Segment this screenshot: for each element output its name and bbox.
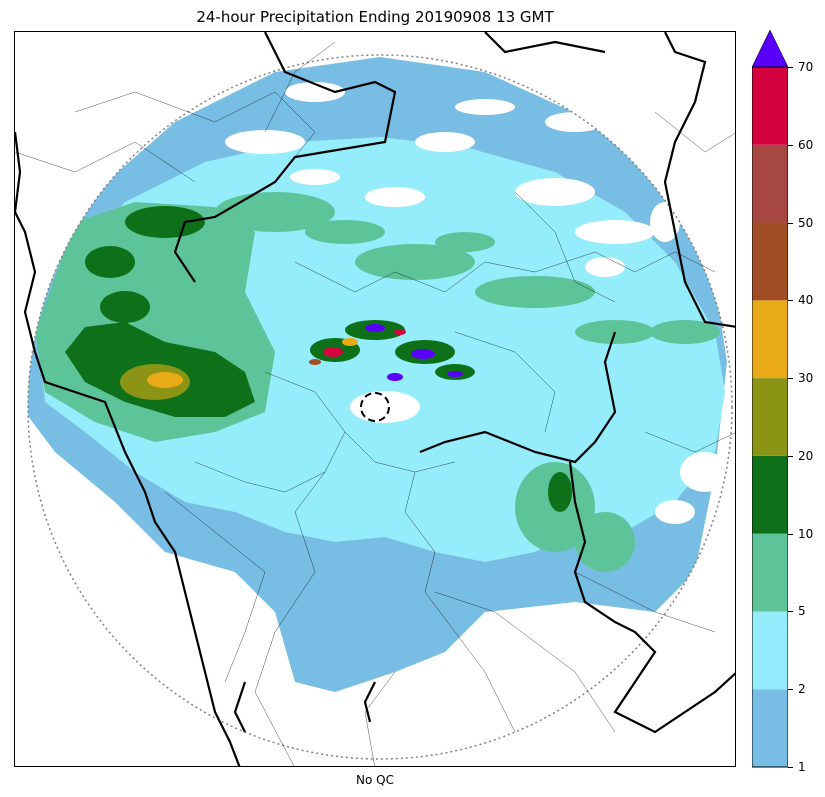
colorbar-tick-label: 60 xyxy=(798,137,814,152)
district-boundaries xyxy=(15,41,735,766)
colorbar-tick-mark xyxy=(788,455,793,457)
colorbar-bin-2-5 xyxy=(752,611,788,690)
map-panel[interactable] xyxy=(14,31,736,767)
colorbar-tick-mark xyxy=(788,378,793,380)
colorbar-bin-30-40 xyxy=(752,300,788,379)
colorbar-tick-label: 1 xyxy=(798,760,806,774)
colorbar-tick-label: 70 xyxy=(798,60,814,74)
colorbar-tick-mark xyxy=(788,222,793,224)
colorbar-tick-label: 40 xyxy=(798,293,814,308)
colorbar-tick-label: 10 xyxy=(798,526,814,541)
state-boundaries xyxy=(15,32,735,766)
colorbar-tick-mark xyxy=(788,689,793,691)
colorbar-bin-40-50 xyxy=(752,222,788,301)
precipitation-map xyxy=(15,32,735,766)
colorbar-extend-arrow xyxy=(752,30,788,68)
map-title: 24-hour Precipitation Ending 20190908 13… xyxy=(196,8,554,26)
colorbar-tick-mark xyxy=(788,533,793,535)
convective-cells xyxy=(309,320,475,381)
colorbar-bin-20-30 xyxy=(752,378,788,456)
colorbar-bin-1-2 xyxy=(752,689,788,767)
colorbar-bin-50-60 xyxy=(752,144,788,223)
colorbar xyxy=(752,30,788,768)
colorbar-tick-label: 5 xyxy=(798,604,806,619)
map-xlabel: No QC xyxy=(356,773,394,787)
colorbar-tick-label: 50 xyxy=(798,215,814,230)
colorbar-bin-10-20 xyxy=(752,455,788,534)
colorbar-tick-mark xyxy=(788,767,793,768)
precip-area-30-40 xyxy=(147,372,183,388)
colorbar-tick-mark xyxy=(788,611,793,613)
colorbar-tick-label: 2 xyxy=(798,682,806,697)
colorbar-bin-60-70 xyxy=(752,67,788,145)
colorbar-tick-label: 30 xyxy=(798,371,814,386)
colorbar-tick-mark xyxy=(788,144,793,146)
colorbar-tick-mark xyxy=(788,67,793,68)
radar-site-marker xyxy=(360,392,390,422)
colorbar-bin-5-10 xyxy=(752,533,788,612)
radar-range-ring xyxy=(27,54,733,760)
dry-gaps xyxy=(225,82,730,524)
colorbar-tick-label: 20 xyxy=(798,448,814,463)
colorbar-tick-mark xyxy=(788,300,793,302)
